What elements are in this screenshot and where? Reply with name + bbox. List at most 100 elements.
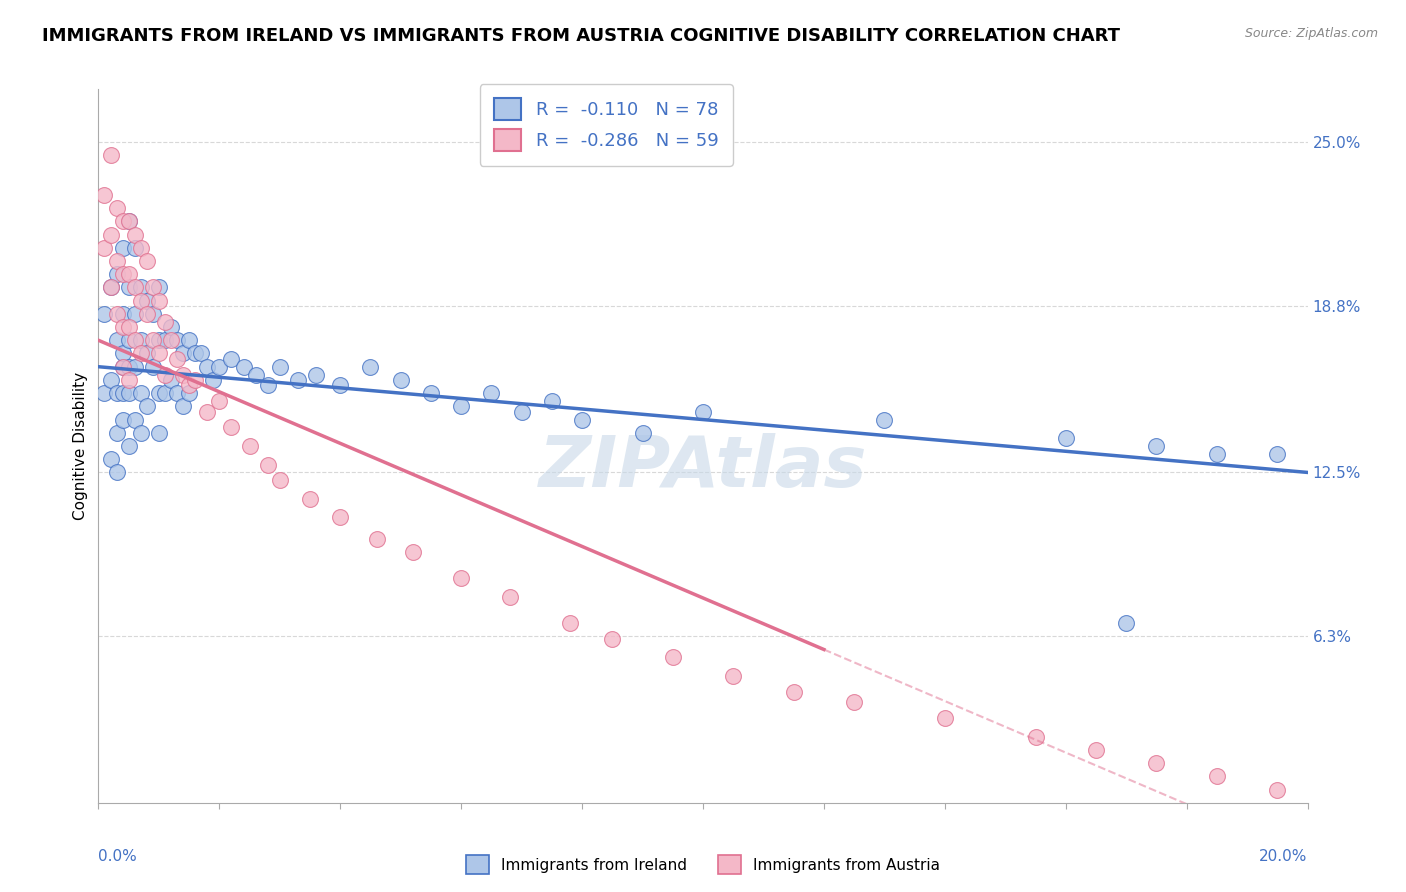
Point bbox=[148, 293, 170, 308]
Point bbox=[723, 669, 745, 683]
Point bbox=[420, 386, 443, 401]
Point bbox=[366, 532, 388, 546]
Point bbox=[481, 386, 503, 401]
Point bbox=[148, 333, 170, 347]
Point bbox=[153, 333, 176, 347]
Point bbox=[105, 267, 128, 281]
Point bbox=[221, 420, 243, 434]
Point bbox=[1267, 447, 1289, 461]
Point bbox=[118, 267, 141, 281]
Point bbox=[124, 359, 146, 374]
Point bbox=[166, 351, 188, 366]
Point bbox=[166, 333, 188, 347]
Point bbox=[93, 188, 115, 202]
Point bbox=[118, 386, 141, 401]
Point bbox=[148, 425, 170, 440]
Point bbox=[692, 404, 714, 418]
Point bbox=[558, 616, 581, 631]
Point bbox=[124, 241, 146, 255]
Point bbox=[160, 333, 183, 347]
Point bbox=[105, 386, 128, 401]
Point bbox=[105, 254, 128, 268]
Point bbox=[1144, 439, 1167, 453]
Point bbox=[1267, 782, 1289, 797]
Point bbox=[184, 373, 207, 387]
Point bbox=[873, 412, 896, 426]
Point bbox=[602, 632, 624, 646]
Point bbox=[142, 359, 165, 374]
Point bbox=[1206, 447, 1229, 461]
Point bbox=[118, 373, 141, 387]
Point bbox=[232, 359, 254, 374]
Point bbox=[153, 386, 176, 401]
Point bbox=[111, 346, 134, 360]
Text: 0.0%: 0.0% bbox=[98, 849, 138, 864]
Point bbox=[190, 346, 212, 360]
Point bbox=[148, 386, 170, 401]
Point bbox=[256, 378, 278, 392]
Point bbox=[172, 400, 194, 414]
Legend: Immigrants from Ireland, Immigrants from Austria: Immigrants from Ireland, Immigrants from… bbox=[460, 849, 946, 880]
Point bbox=[129, 386, 152, 401]
Point bbox=[124, 280, 146, 294]
Point bbox=[179, 386, 201, 401]
Point bbox=[450, 400, 472, 414]
Point bbox=[111, 359, 134, 374]
Point bbox=[124, 333, 146, 347]
Point bbox=[93, 307, 115, 321]
Point bbox=[1054, 431, 1077, 445]
Point bbox=[135, 307, 157, 321]
Point bbox=[245, 368, 267, 382]
Point bbox=[93, 241, 115, 255]
Point bbox=[111, 214, 134, 228]
Point bbox=[844, 695, 866, 709]
Point bbox=[1024, 730, 1046, 744]
Point bbox=[142, 307, 165, 321]
Point bbox=[105, 425, 128, 440]
Point bbox=[360, 359, 382, 374]
Point bbox=[111, 241, 134, 255]
Point bbox=[402, 545, 425, 559]
Point bbox=[934, 711, 956, 725]
Point bbox=[135, 346, 157, 360]
Point bbox=[256, 458, 278, 472]
Point bbox=[1206, 769, 1229, 783]
Point bbox=[184, 346, 207, 360]
Text: Source: ZipAtlas.com: Source: ZipAtlas.com bbox=[1244, 27, 1378, 40]
Point bbox=[111, 307, 134, 321]
Point bbox=[783, 685, 806, 699]
Point bbox=[208, 359, 231, 374]
Point bbox=[105, 333, 128, 347]
Point bbox=[100, 373, 122, 387]
Point bbox=[111, 320, 134, 334]
Point bbox=[135, 293, 157, 308]
Point bbox=[498, 590, 520, 604]
Point bbox=[105, 466, 128, 480]
Point bbox=[160, 373, 183, 387]
Point bbox=[153, 368, 176, 382]
Point bbox=[540, 394, 562, 409]
Point bbox=[239, 439, 262, 453]
Point bbox=[329, 510, 352, 524]
Point bbox=[305, 368, 328, 382]
Point bbox=[129, 293, 152, 308]
Point bbox=[153, 315, 176, 329]
Point bbox=[202, 373, 225, 387]
Point bbox=[269, 359, 291, 374]
Point bbox=[179, 333, 201, 347]
Point bbox=[631, 425, 654, 440]
Point bbox=[195, 404, 218, 418]
Point bbox=[118, 214, 141, 228]
Point bbox=[118, 280, 141, 294]
Text: ZIPAtlas: ZIPAtlas bbox=[538, 433, 868, 502]
Point bbox=[105, 201, 128, 215]
Point bbox=[1144, 756, 1167, 771]
Point bbox=[118, 439, 141, 453]
Point bbox=[172, 346, 194, 360]
Point bbox=[100, 148, 122, 162]
Point bbox=[105, 307, 128, 321]
Point bbox=[135, 400, 157, 414]
Point bbox=[129, 280, 152, 294]
Point bbox=[329, 378, 352, 392]
Point bbox=[166, 386, 188, 401]
